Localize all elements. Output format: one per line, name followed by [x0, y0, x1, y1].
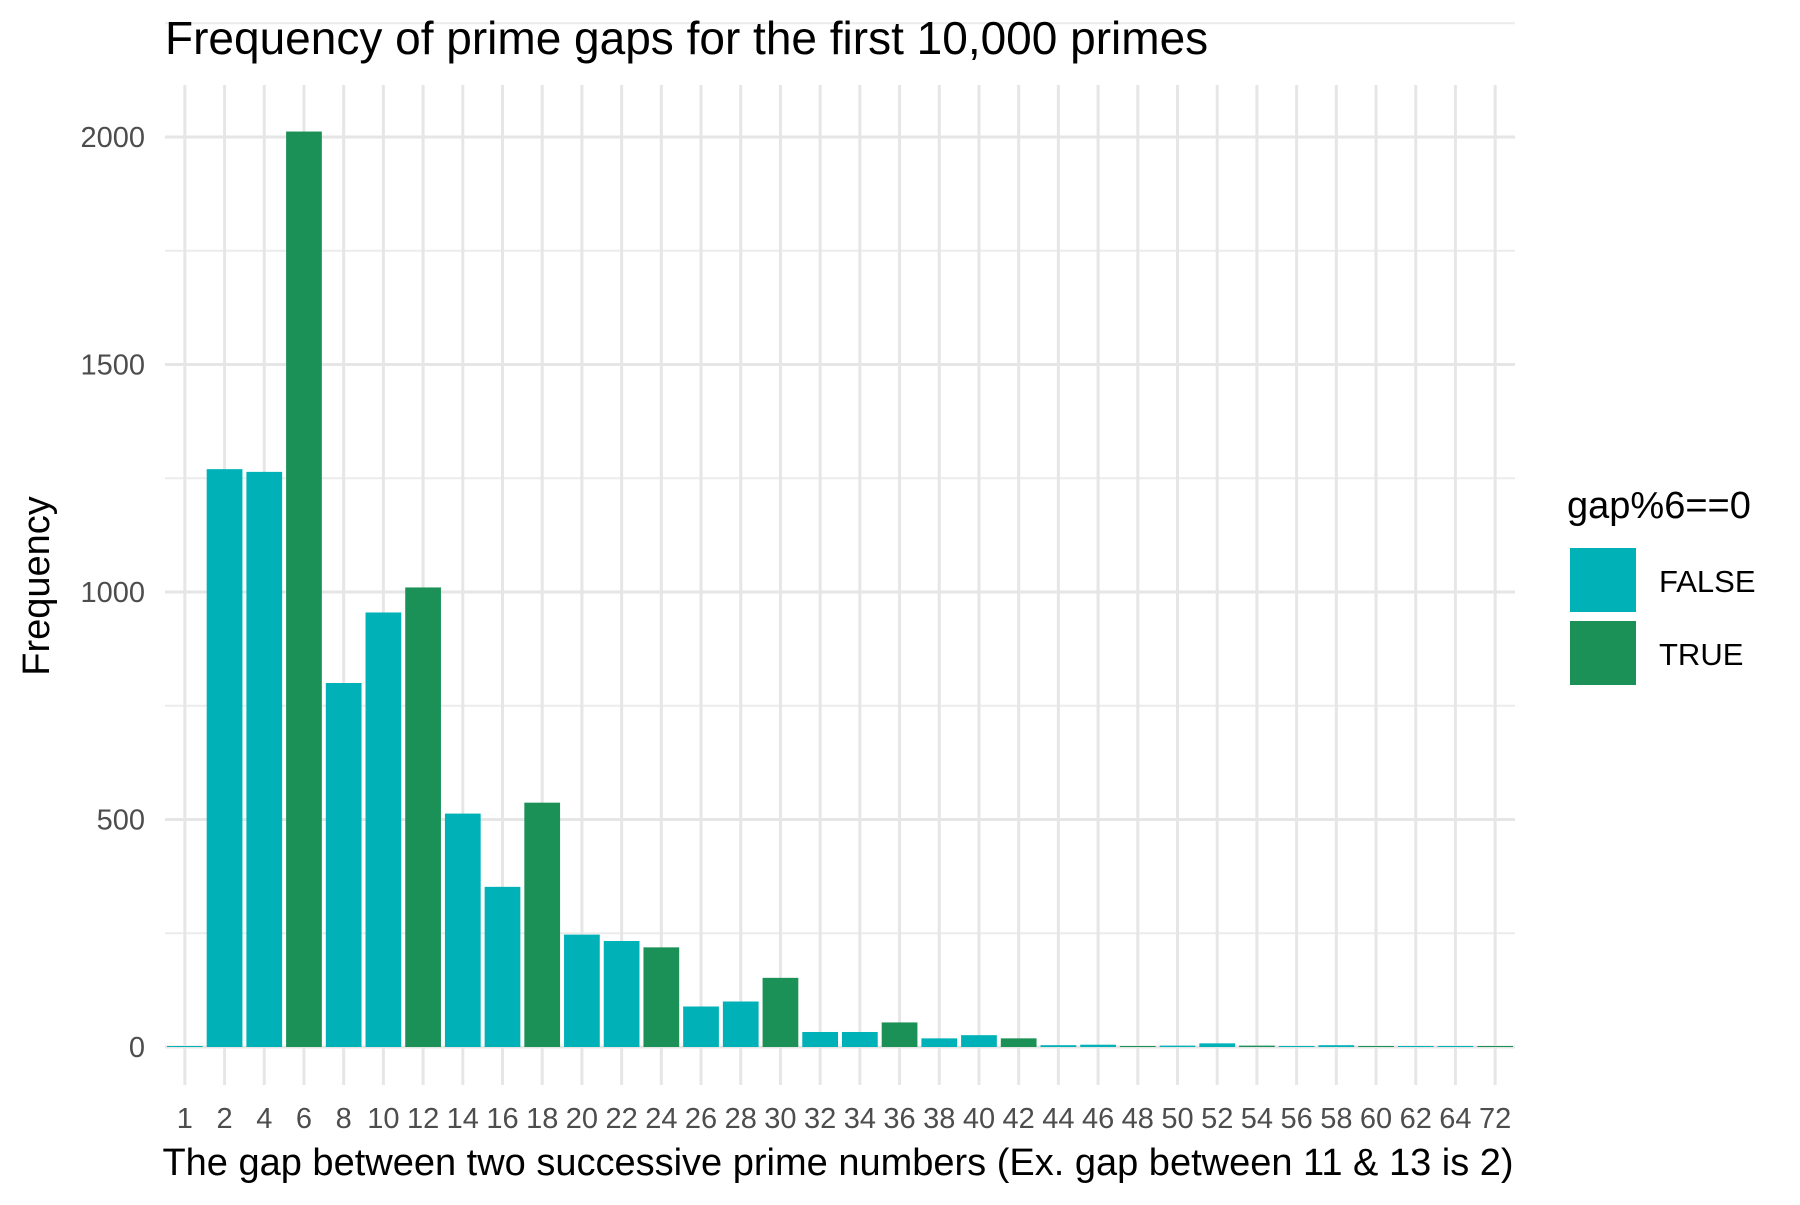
bar-gap-72: [1477, 1046, 1514, 1047]
legend-swatch-true: [1570, 621, 1636, 685]
x-tick-label: 30: [764, 1103, 796, 1135]
y-tick-label: 500: [97, 805, 145, 837]
bar-gap-58: [1318, 1045, 1355, 1047]
x-tick-label: 64: [1439, 1103, 1471, 1135]
x-tick-label: 12: [407, 1103, 439, 1135]
bar-gap-56: [1278, 1046, 1315, 1047]
x-tick-label: 46: [1082, 1103, 1114, 1135]
x-tick-label: 28: [725, 1103, 757, 1135]
legend-label-true: TRUE: [1659, 637, 1743, 672]
bar-gap-52: [1199, 1043, 1236, 1047]
bar-gap-12: [405, 587, 441, 1047]
bar-gap-10: [365, 612, 402, 1047]
bar-gap-16: [484, 886, 521, 1047]
x-tick-label: 32: [804, 1103, 836, 1135]
bar-gap-14: [444, 813, 481, 1047]
x-axis-ticks: 1 2 4 6 8 10 12 14 16 18 20 22 24 26 28 30 32 34 36 38 40 42 4…: [177, 1103, 1511, 1135]
legend: gap%6==0 FALSE TRUE: [1567, 485, 1756, 685]
bar-gap-22: [603, 940, 640, 1047]
x-tick-label: 6: [296, 1103, 312, 1135]
bar-gap-60: [1358, 1046, 1394, 1047]
legend-label-false: FALSE: [1659, 564, 1756, 599]
bars: [166, 131, 1514, 1048]
chart-title: Frequency of prime gaps for the first 10…: [165, 12, 1208, 64]
legend-swatch-false: [1570, 548, 1636, 612]
x-tick-label: 50: [1161, 1103, 1193, 1135]
x-tick-label: 52: [1201, 1103, 1233, 1135]
y-tick-label: 1000: [80, 577, 145, 609]
bar-gap-4: [246, 471, 283, 1047]
x-tick-label: 54: [1241, 1103, 1273, 1135]
x-tick-label: 1: [177, 1103, 193, 1135]
x-tick-label: 72: [1479, 1103, 1511, 1135]
x-axis-label: The gap between two successive prime num…: [162, 1142, 1513, 1184]
x-tick-label: 60: [1360, 1103, 1392, 1135]
bar-gap-62: [1397, 1046, 1434, 1047]
x-tick-label: 44: [1042, 1103, 1074, 1135]
x-tick-label: 36: [883, 1103, 915, 1135]
x-tick-label: 22: [605, 1103, 637, 1135]
x-tick-label: 20: [566, 1103, 598, 1135]
bar-gap-6: [286, 131, 322, 1048]
bar-gap-26: [683, 1006, 719, 1047]
x-tick-label: 18: [526, 1103, 558, 1135]
legend-title: gap%6==0: [1567, 485, 1751, 527]
y-axis-ticks: 0 500 1000 1500 2000: [80, 122, 145, 1064]
x-tick-label: 10: [367, 1103, 399, 1135]
x-tick-label: 40: [963, 1103, 995, 1135]
bar-gap-28: [722, 1001, 759, 1047]
x-tick-label: 38: [923, 1103, 955, 1135]
bar-gap-36: [881, 1022, 918, 1047]
x-tick-label: 2: [216, 1103, 232, 1135]
bar-gap-40: [961, 1035, 997, 1047]
bar-gap-2: [206, 469, 243, 1047]
y-tick-label: 0: [129, 1032, 145, 1064]
bar-gap-54: [1239, 1045, 1275, 1047]
x-tick-label: 56: [1280, 1103, 1312, 1135]
bar-gap-20: [564, 934, 600, 1047]
x-tick-label: 42: [1003, 1103, 1035, 1135]
bar-gap-50: [1159, 1045, 1196, 1047]
bar-gap-8: [325, 683, 362, 1047]
bar-gap-24: [643, 947, 680, 1047]
x-tick-label: 24: [645, 1103, 677, 1135]
x-tick-label: 26: [685, 1103, 717, 1135]
bar-gap-38: [921, 1038, 958, 1047]
y-tick-label: 1500: [80, 350, 145, 382]
y-tick-label: 2000: [80, 122, 145, 154]
x-tick-label: 4: [256, 1103, 272, 1135]
x-tick-label: 58: [1320, 1103, 1352, 1135]
bar-gap-64: [1437, 1046, 1474, 1047]
x-tick-label: 62: [1400, 1103, 1432, 1135]
x-tick-label: 8: [336, 1103, 352, 1135]
bar-gap-46: [1080, 1044, 1116, 1047]
bar-gap-48: [1119, 1046, 1156, 1047]
bar-gap-34: [841, 1031, 878, 1047]
y-axis-label: Frequency: [16, 496, 58, 676]
bar-gap-32: [802, 1031, 839, 1047]
bar-gap-1: [166, 1046, 203, 1047]
x-tick-label: 16: [486, 1103, 518, 1135]
bar-gap-42: [1000, 1038, 1037, 1047]
x-tick-label: 48: [1122, 1103, 1154, 1135]
bar-gap-30: [762, 977, 799, 1047]
bar-gap-18: [524, 802, 561, 1047]
x-tick-label: 34: [844, 1103, 876, 1135]
x-tick-label: 14: [447, 1103, 479, 1135]
bar-gap-44: [1040, 1045, 1077, 1047]
